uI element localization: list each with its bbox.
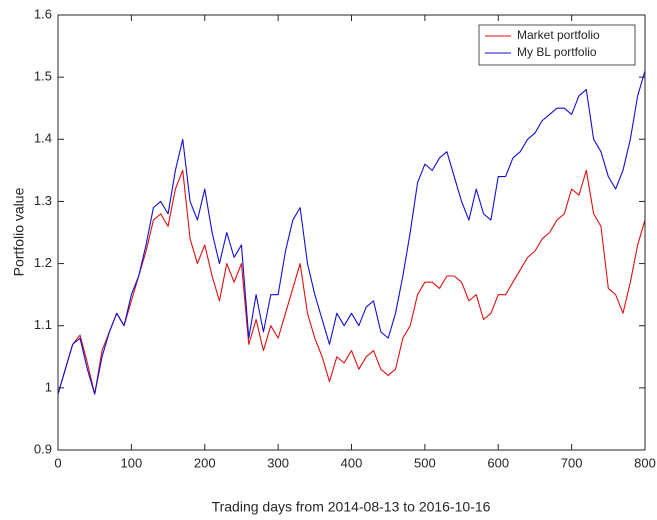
legend-label: My BL portfolio: [517, 45, 597, 59]
y-tick-label: 1.5: [34, 69, 52, 84]
x-tick-label: 800: [634, 455, 656, 470]
y-tick-label: 1.3: [34, 193, 52, 208]
series-line: [57, 70, 646, 395]
y-tick-label: 0.9: [34, 441, 52, 456]
x-tick-label: 300: [267, 455, 289, 470]
y-tick-label: 1: [45, 379, 52, 394]
x-tick-label: 200: [194, 455, 216, 470]
y-tick-label: 1.1: [34, 317, 52, 332]
legend: Market portfolio My BL portfolio: [478, 24, 636, 66]
series-line: [57, 169, 646, 395]
y-tick-label: 1.2: [34, 255, 52, 270]
x-tick-label: 500: [414, 455, 436, 470]
x-tick-label: 600: [487, 455, 509, 470]
y-tick-label: 1.4: [34, 131, 52, 146]
x-tick-label: 100: [121, 455, 143, 470]
legend-label: Market portfolio: [517, 28, 600, 42]
plot-area: [58, 15, 645, 450]
legend-box: [478, 24, 636, 66]
y-tick-label: 1.6: [34, 6, 52, 21]
x-tick-label: 0: [54, 455, 61, 470]
y-axis-title: Portfolio value: [11, 187, 27, 276]
x-tick-label: 400: [341, 455, 363, 470]
x-tick-label: 700: [561, 455, 583, 470]
x-axis-title: Trading days from 2014-08-13 to 2016-10-…: [212, 499, 491, 515]
plot-frame: [57, 14, 646, 451]
